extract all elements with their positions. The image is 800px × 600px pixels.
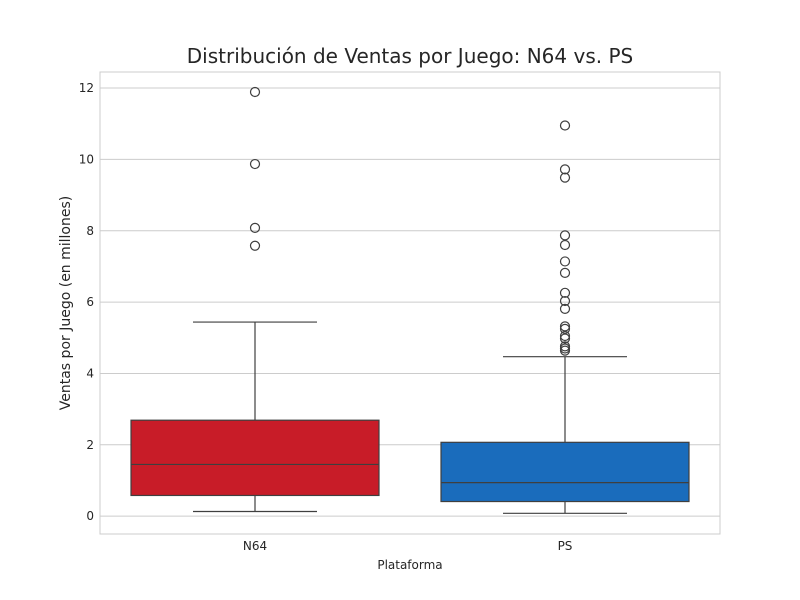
x-tick-label: PS: [558, 539, 573, 553]
outlier-point: [559, 330, 571, 342]
outlier-point: [559, 239, 571, 251]
y-tick-label: 10: [79, 152, 94, 166]
outlier-point: [559, 164, 571, 175]
y-tick-label: 4: [86, 366, 94, 380]
y-tick-label: 6: [86, 295, 94, 309]
outlier-point: [559, 333, 571, 344]
outlier-point: [559, 256, 571, 267]
x-tick-label: N64: [243, 539, 267, 553]
outlier-point: [249, 240, 261, 251]
y-tick-label: 0: [86, 509, 94, 523]
y-axis-ticks: 0 2 4 6 8 10 12: [79, 81, 94, 523]
box-ps: [440, 120, 690, 514]
x-axis-label: Plataforma: [377, 558, 442, 572]
outlier-point: [559, 295, 571, 307]
outlier-point: [559, 287, 571, 298]
box-iqr: [130, 419, 380, 497]
x-axis-ticks: N64 PS: [243, 539, 573, 553]
plot-frame: [99, 71, 721, 535]
outlier-point: [559, 267, 571, 278]
outlier-point: [249, 158, 261, 170]
y-tick-label: 2: [86, 438, 94, 452]
boxes: [130, 86, 690, 514]
outlier-point: [559, 120, 571, 131]
box-iqr: [440, 441, 690, 503]
outlier-point: [559, 172, 571, 183]
outlier-point: [559, 230, 571, 241]
outlier-point: [559, 321, 571, 332]
chart-title: Distribución de Ventas por Juego: N64 vs…: [187, 44, 633, 68]
y-tick-label: 8: [86, 224, 94, 238]
y-axis-label: Ventas por Juego (en millones): [58, 196, 74, 410]
outlier-point: [249, 222, 261, 234]
box-n64: [130, 86, 380, 513]
outlier-point: [559, 343, 571, 354]
outlier-point: [559, 323, 571, 334]
y-tick-label: 12: [79, 81, 94, 95]
outlier-point: [559, 303, 571, 314]
outlier-point: [559, 341, 571, 352]
outlier-point: [249, 86, 261, 98]
